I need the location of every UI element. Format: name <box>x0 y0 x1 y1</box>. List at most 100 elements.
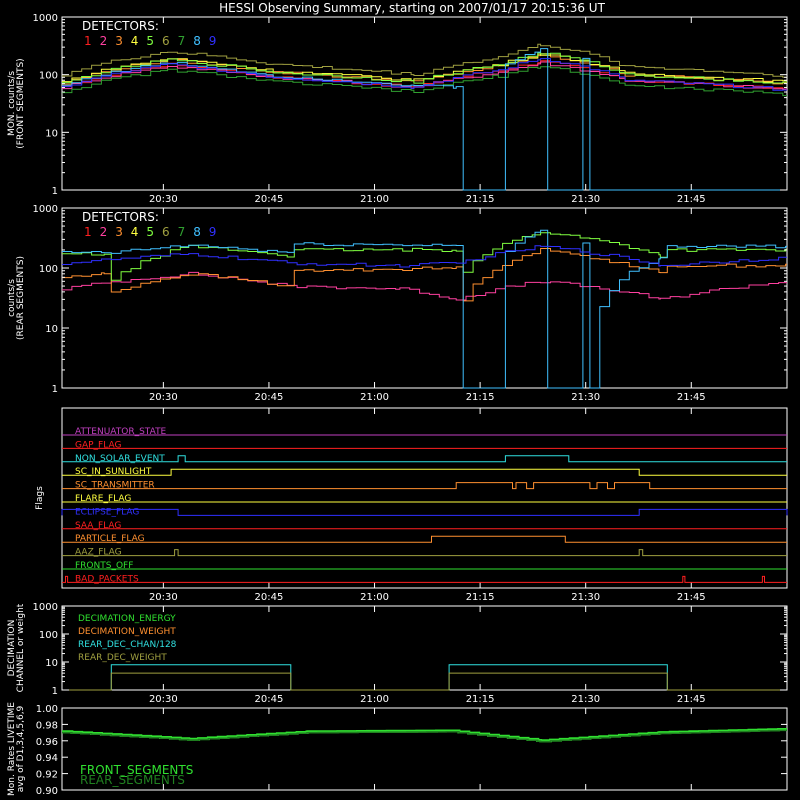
y-tick-label: 1000 <box>33 602 58 613</box>
y-tick-label: 10 <box>45 658 58 669</box>
flag-label: NON_SOLAR_EVENT <box>75 454 165 464</box>
series-line <box>62 672 787 691</box>
y-axis-label: MON. counts/s <box>7 71 17 136</box>
y-axis-label: CHANNEL or weight <box>16 603 26 692</box>
flag-label: ECLIPSE_FLAG <box>75 507 139 517</box>
flag-label: AAZ_FLAG <box>75 548 122 558</box>
legend-entry: 6 <box>162 34 170 48</box>
legend-entry: DECIMATION_WEIGHT <box>78 627 176 637</box>
panel-frame-2 <box>61 407 788 589</box>
y-tick-label: 1 <box>52 186 58 197</box>
x-tick-label: 20:45 <box>255 392 284 403</box>
x-tick-label: 21:00 <box>360 194 389 205</box>
series-line-8 <box>62 229 787 389</box>
flag-line <box>62 482 787 490</box>
y-tick-label: 1000 <box>33 13 58 24</box>
flag-label: BAD_PACKETS <box>75 574 139 584</box>
legend-entry: 6 <box>162 225 170 239</box>
y-axis-label: (REAR SEGMENTS) <box>16 256 26 340</box>
flag-label: PARTICLE_FLAG <box>75 534 145 544</box>
panel-frame-1 <box>61 207 788 389</box>
flag-label: SAA_FLAG <box>75 521 121 531</box>
legend-entry: REAR_DEC_WEIGHT <box>78 653 167 663</box>
series-line-9 <box>62 245 787 268</box>
series-line-9 <box>62 58 787 91</box>
x-tick-label: 21:00 <box>360 592 389 603</box>
y-tick-label: 0.92 <box>36 770 58 781</box>
flag-label: SC_TRANSMITTER <box>75 481 155 491</box>
x-tick-label: 20:45 <box>255 194 284 205</box>
flag-label: GAP_FLAG <box>75 440 121 450</box>
y-tick-label: 1000 <box>33 204 58 215</box>
y-axis-label: counts/s <box>7 279 17 317</box>
y-tick-label: 0.96 <box>36 737 58 748</box>
y-axis-label: avg of D1,3,4,5,6,9 <box>16 705 26 792</box>
legend-entry: 7 <box>178 225 186 239</box>
y-axis-label: (FRONT SEGMENTS) <box>16 58 26 148</box>
legend-entry: 2 <box>100 34 108 48</box>
series-line-3 <box>62 248 787 302</box>
y-axis-label: DECIMATION <box>7 620 17 677</box>
legend-entry: 8 <box>193 34 201 48</box>
flag-line <box>62 535 787 543</box>
y-tick-label: 100 <box>39 630 58 641</box>
flag-label: SC_IN_SUNLIGHT <box>75 467 152 477</box>
x-tick-label: 20:45 <box>255 694 284 705</box>
legend-title: DETECTORS: <box>82 210 159 224</box>
series-line <box>62 729 787 743</box>
y-tick-label: 0.98 <box>36 720 58 731</box>
panel-frame-0 <box>61 16 788 191</box>
y-tick-label: 0.90 <box>36 786 58 797</box>
flag-line <box>62 575 787 583</box>
legend-entry: REAR_SEGMENTS <box>80 773 185 787</box>
x-tick-label: 21:00 <box>360 694 389 705</box>
series-line-5 <box>62 232 787 281</box>
flag-line <box>61 508 788 516</box>
chart-title: HESSI Observing Summary, starting on 200… <box>219 1 605 15</box>
legend-entry: 5 <box>146 225 154 239</box>
y-tick-label: 100 <box>39 264 58 275</box>
x-tick-label: 21:45 <box>677 392 706 403</box>
x-tick-label: 21:45 <box>677 592 706 603</box>
legend-entry: 9 <box>209 225 217 239</box>
legend-entry: 9 <box>209 34 217 48</box>
flag-line <box>62 468 787 476</box>
legend-entry: 3 <box>115 34 123 48</box>
y-axis-label: Flags <box>35 486 45 510</box>
series-line <box>62 728 787 743</box>
series-line-8 <box>62 48 787 191</box>
y-tick-label: 1.00 <box>36 704 58 715</box>
legend-entry: 5 <box>146 34 154 48</box>
x-tick-label: 21:15 <box>466 694 495 705</box>
series-line-5 <box>62 52 787 84</box>
x-tick-label: 20:30 <box>149 194 178 205</box>
legend-entry: 7 <box>178 34 186 48</box>
x-tick-label: 20:45 <box>255 592 284 603</box>
x-tick-label: 21:30 <box>571 392 600 403</box>
legend-entry: 3 <box>115 225 123 239</box>
y-tick-label: 10 <box>45 128 58 139</box>
y-tick-label: 10 <box>45 324 58 335</box>
x-tick-label: 21:15 <box>466 592 495 603</box>
flag-label: FLARE_FLAG <box>75 494 131 504</box>
y-tick-label: 100 <box>39 71 58 82</box>
x-tick-label: 21:45 <box>677 694 706 705</box>
x-tick-label: 21:30 <box>571 592 600 603</box>
y-tick-label: 0.94 <box>36 753 58 764</box>
series-line <box>62 664 787 691</box>
series-line-2 <box>62 271 787 301</box>
x-tick-label: 21:30 <box>571 694 600 705</box>
legend-entry: 2 <box>100 225 108 239</box>
series-line-6 <box>62 43 787 78</box>
x-tick-label: 21:15 <box>466 392 495 403</box>
y-tick-label: 1 <box>52 384 58 395</box>
panel-frame-4 <box>61 707 788 791</box>
flag-line <box>62 455 787 463</box>
series-line-7 <box>62 66 787 97</box>
x-tick-label: 21:30 <box>571 194 600 205</box>
x-tick-label: 21:00 <box>360 392 389 403</box>
x-tick-label: 21:45 <box>677 194 706 205</box>
legend-entry: 1 <box>84 225 92 239</box>
y-axis-label: Mon. Rates LIVETIME <box>7 702 17 796</box>
